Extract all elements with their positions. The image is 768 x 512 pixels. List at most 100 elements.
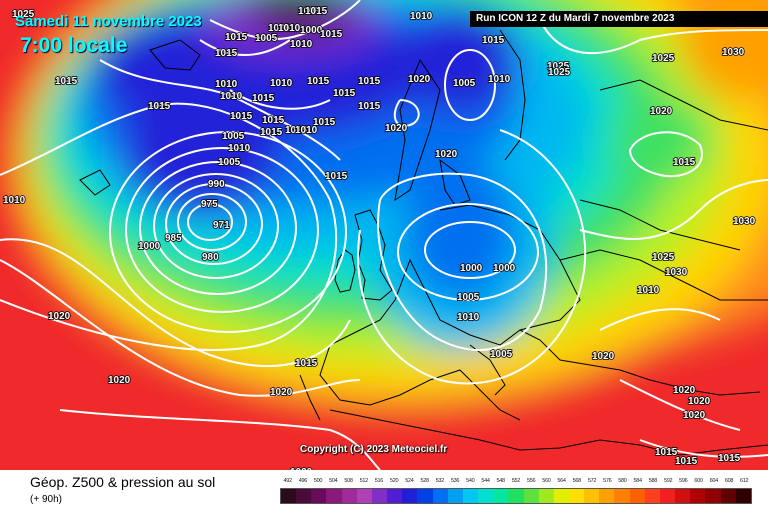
scale-swatch: [387, 489, 403, 503]
scale-swatch: [523, 489, 539, 503]
scale-tick: 608: [724, 478, 734, 484]
isobar-label: 1015: [333, 88, 356, 99]
isobar-label: 1015: [252, 93, 275, 104]
scale-tick: 592: [663, 478, 673, 484]
isobar-label: 1020: [385, 123, 408, 134]
isobar-label: 1010: [215, 79, 238, 90]
isobar-label: 1010: [220, 91, 243, 102]
scale-tick: 532: [435, 478, 445, 484]
scale-tick: 556: [526, 478, 536, 484]
scale-tick: 492: [283, 478, 292, 484]
isobar-label: 1015: [482, 35, 505, 46]
scale-tick: 564: [557, 478, 566, 484]
isobar-label: 1020: [108, 375, 131, 386]
scale-swatch: [644, 489, 660, 503]
isobar-label: 1005: [457, 292, 480, 303]
isobar-label: 1010: [410, 11, 433, 22]
isobar-label: 1015: [307, 76, 330, 87]
isobar-label: 1020: [290, 467, 313, 470]
scale-tick: 600: [694, 478, 703, 484]
isobar-label: 1025: [12, 9, 35, 20]
isobar-label: 1005: [298, 6, 321, 17]
scale-tick: 548: [496, 478, 506, 484]
isobar-label: 1020: [683, 410, 706, 421]
scale-tick: 560: [542, 478, 551, 484]
scale-swatch: [584, 489, 600, 503]
scale-swatch: [614, 489, 630, 503]
scale-tick: 576: [603, 478, 612, 484]
scale-tick: 552: [511, 478, 521, 484]
isobar-label: 1020: [650, 106, 673, 117]
scale-tick: 596: [679, 478, 688, 484]
isobar-label: 980: [202, 252, 219, 263]
isobar-label: 1020: [688, 396, 711, 407]
isobar-label: 1015: [260, 127, 283, 138]
isobar-label: 990: [208, 179, 225, 190]
color-scale: 492 496 500 504 508 512 516 520 524 528 532 536 540 5…: [280, 478, 752, 504]
scale-swatch: [675, 489, 691, 503]
forecast-hour: 7:00 locale: [20, 34, 128, 57]
isobar-label: 1015: [320, 29, 343, 40]
scale-swatch: [705, 489, 721, 503]
isobar-label: 1020: [408, 74, 431, 85]
isobar-label: 1015: [718, 453, 741, 464]
isobar-label: 1030: [722, 47, 745, 58]
color-scale-bar: [280, 488, 752, 504]
isobar-label: 1010: [3, 195, 26, 206]
scale-tick: 496: [298, 478, 308, 484]
scale-tick: 520: [390, 478, 399, 484]
isobar-label: 975: [201, 199, 218, 210]
scale-swatch: [326, 489, 342, 503]
isobar-label: 1010: [295, 125, 318, 136]
scale-swatch: [341, 489, 357, 503]
model-run-label: Run ICON 12 Z du Mardi 7 novembre 2023: [470, 11, 768, 27]
isobar-label: 1005: [255, 33, 278, 44]
coastlines: [79, 29, 768, 456]
color-scale-ticks: 492 496 500 504 508 512 516 520 524 528 532 536 540 5…: [280, 478, 752, 488]
isobar-label: 1000: [300, 25, 323, 36]
scale-swatch: [659, 489, 676, 503]
scale-tick: 544: [481, 478, 490, 484]
scale-tick: 572: [587, 478, 597, 484]
scale-swatch: [281, 489, 297, 503]
isobar-label: 1015: [215, 48, 238, 59]
scale-tick: 584: [633, 478, 643, 484]
isobar-label: 1015: [325, 171, 348, 182]
isobar-label: 1025: [548, 67, 571, 78]
isobar-lines: [0, 0, 768, 470]
scale-tick: 500: [313, 478, 323, 484]
isobar-label: 1010: [290, 39, 313, 50]
isobar-label: 1015: [313, 117, 336, 128]
isobar-label: 1010: [270, 78, 293, 89]
scale-swatch: [553, 489, 569, 503]
scale-swatch: [311, 489, 327, 503]
isobar-label: 1015: [358, 101, 381, 112]
isobar-label: 1010: [278, 23, 301, 34]
isobar-label: 1020: [673, 385, 696, 396]
isobar-label: 1025: [547, 61, 570, 72]
isobar-label: 1015: [673, 157, 696, 168]
isobar-label: 1015: [305, 6, 328, 17]
scale-tick: 504: [329, 478, 338, 484]
scale-swatch: [371, 489, 388, 503]
isobar-label: 1015: [225, 32, 248, 43]
scale-swatch: [296, 489, 312, 503]
isobar-label: 985: [165, 233, 182, 244]
scale-swatch: [432, 489, 448, 503]
isobar-label: 971: [213, 220, 230, 231]
scale-swatch: [568, 489, 585, 503]
isobar-label: 1005: [453, 78, 476, 89]
scale-swatch: [478, 489, 494, 503]
legend-footer: Géop. Z500 & pression au sol (+ 90h) 492…: [0, 470, 768, 512]
scale-tick: 604: [709, 478, 719, 484]
isobar-label: 1025: [652, 53, 675, 64]
map-title: Géop. Z500 & pression au sol: [30, 474, 216, 490]
scale-tick: 524: [405, 478, 414, 484]
isobar-label: 1000: [460, 263, 483, 274]
forecast-date: Samedi 11 novembre 2023: [15, 13, 202, 30]
scale-swatch: [493, 489, 509, 503]
isobar-label: 1020: [435, 149, 458, 160]
scale-swatch: [402, 489, 418, 503]
scale-tick: 588: [648, 478, 658, 484]
